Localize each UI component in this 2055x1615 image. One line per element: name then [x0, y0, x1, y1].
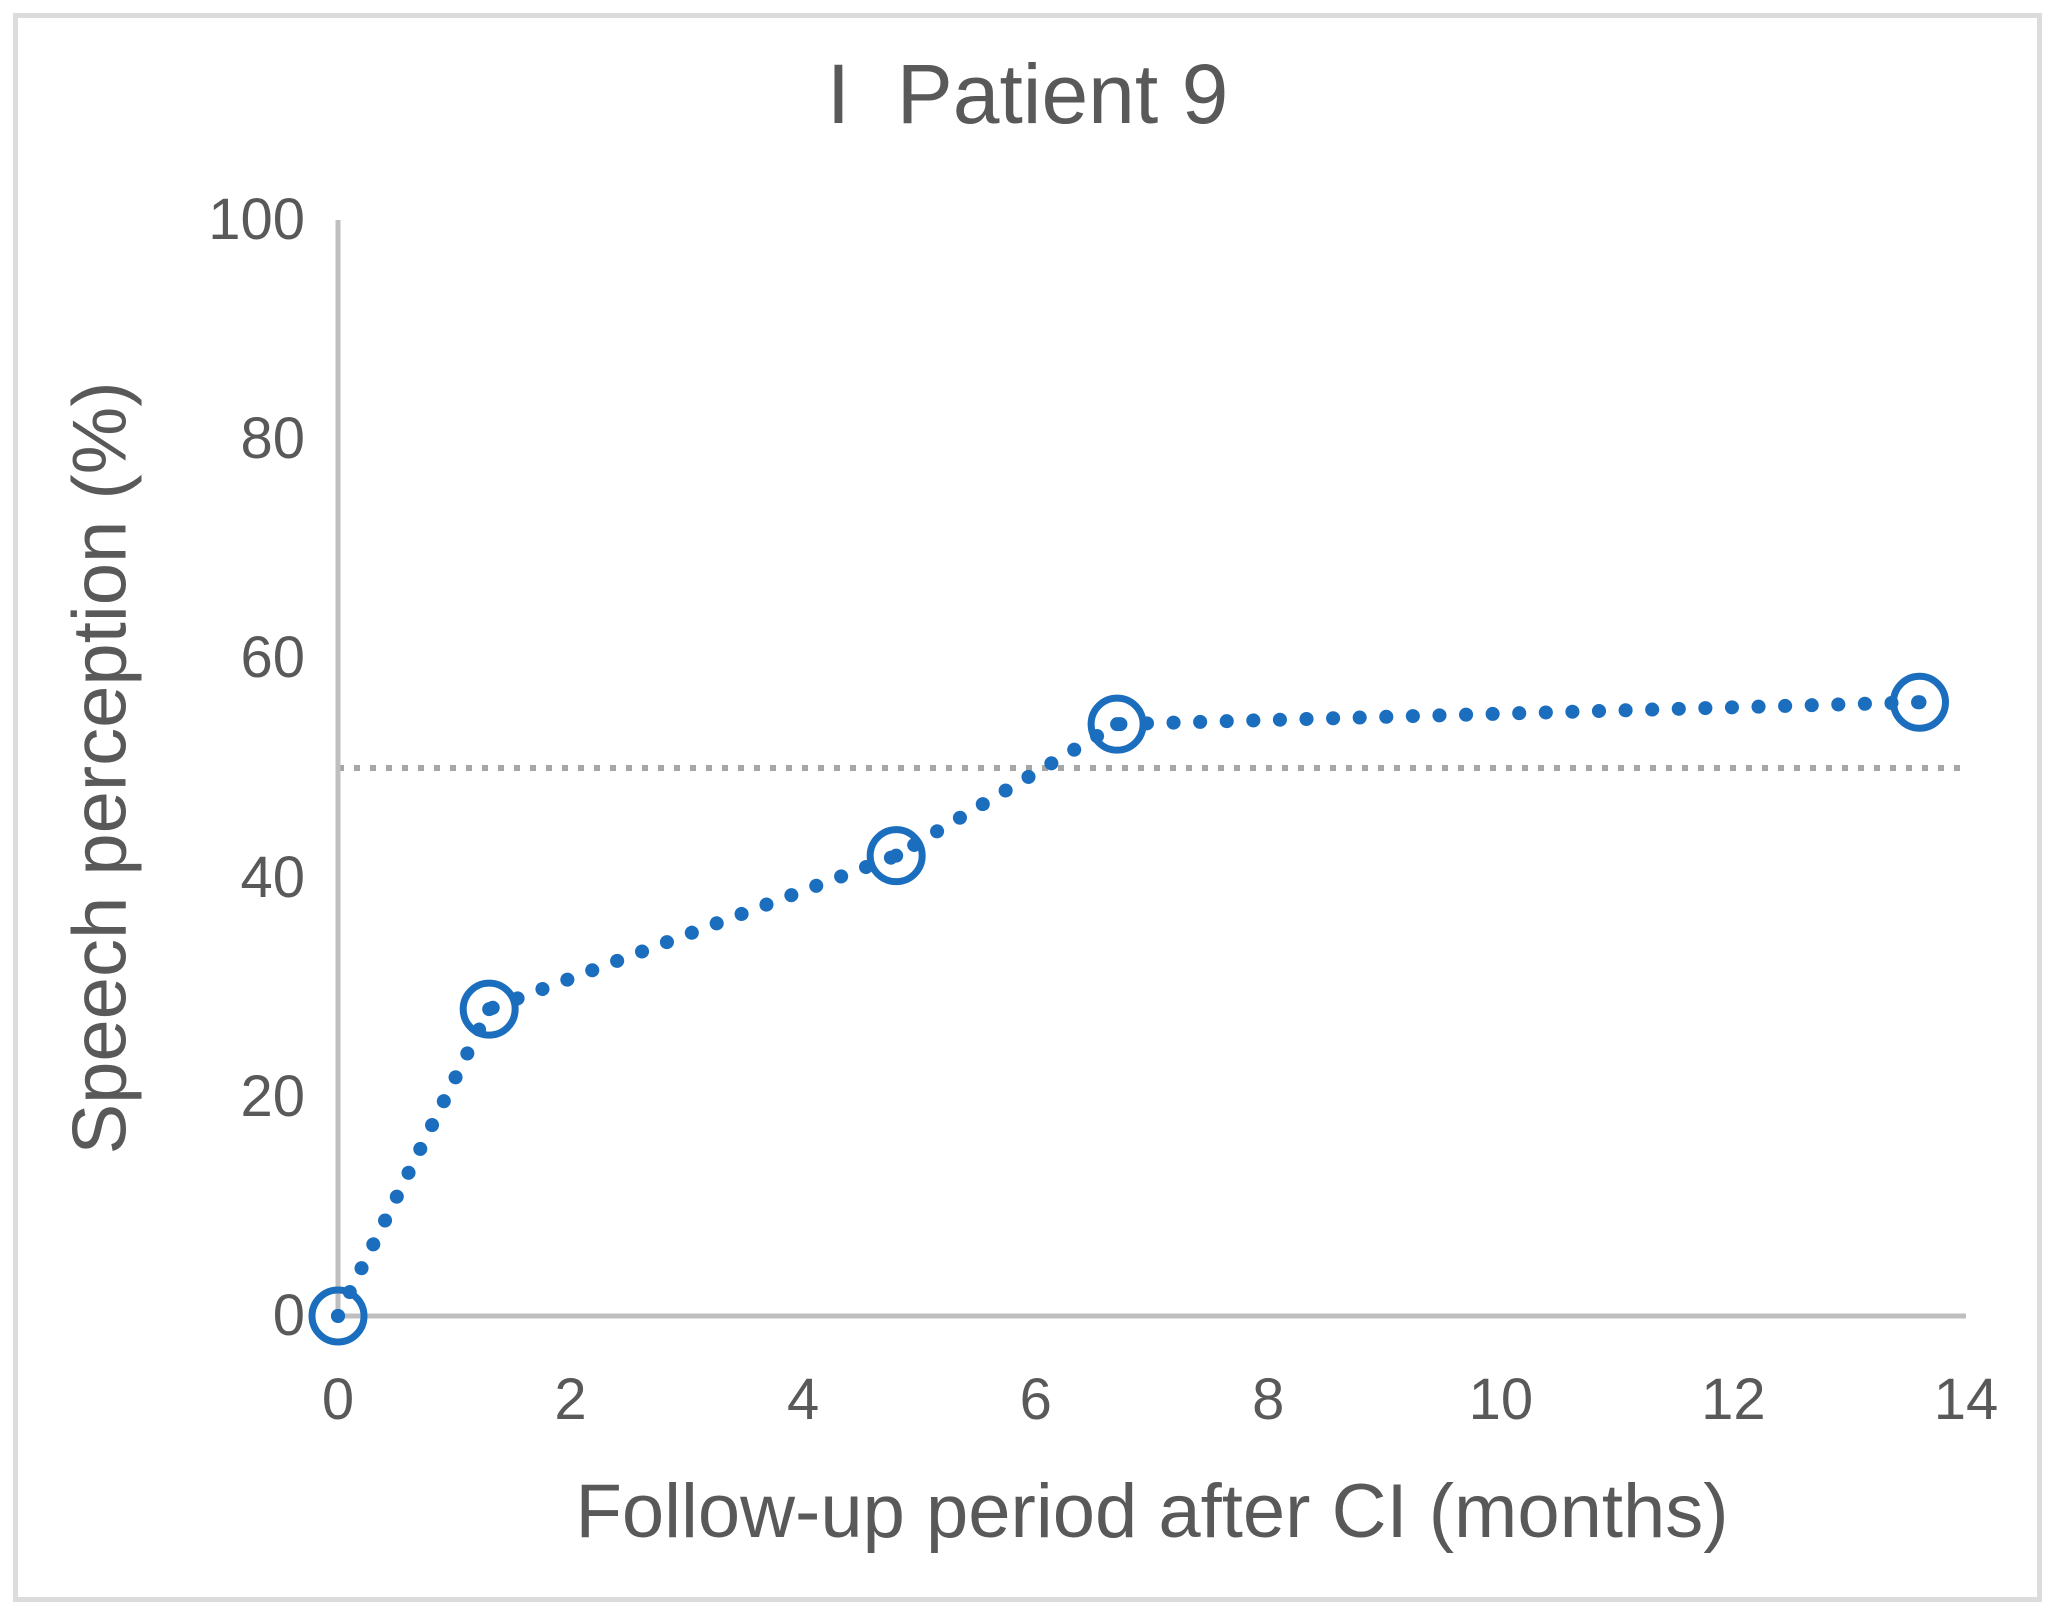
- x-axis-title: Follow-up period after CI (months): [575, 1469, 1729, 1554]
- data-point-dot: [331, 1309, 345, 1323]
- x-tick-label: 10: [1468, 1367, 1534, 1432]
- data-point-marker: [459, 979, 519, 1039]
- chart-title: I Patient 9: [826, 47, 1229, 141]
- series-dotted-line: [331, 695, 1927, 1323]
- data-point-marker: [1087, 694, 1147, 754]
- x-tick-label: 12: [1701, 1367, 1766, 1432]
- data-point-marker: [1889, 672, 1949, 732]
- x-tick-label: 6: [1019, 1367, 1052, 1432]
- data-point-dot: [1110, 717, 1125, 732]
- y-tick-label: 100: [208, 187, 305, 252]
- x-tick-label: 4: [787, 1367, 820, 1432]
- x-tick-label: 0: [321, 1367, 355, 1432]
- data-point-marker: [308, 1286, 368, 1346]
- y-tick-label: 40: [240, 844, 305, 910]
- x-tick-label: 2: [554, 1367, 587, 1432]
- x-tick-label: 8: [1252, 1367, 1285, 1432]
- data-point-dot: [1912, 695, 1927, 710]
- y-tick-label: 0: [272, 1283, 305, 1348]
- data-point-dot: [482, 1002, 497, 1017]
- y-tick-label: 60: [240, 625, 305, 691]
- y-axis-title: Speech perception (%): [57, 381, 143, 1155]
- data-point-dot: [889, 848, 904, 863]
- x-tick-label: 14: [1933, 1367, 1999, 1432]
- y-tick-label: 20: [240, 1063, 305, 1129]
- data-point-marker: [866, 826, 926, 886]
- y-tick-label: 80: [240, 406, 305, 472]
